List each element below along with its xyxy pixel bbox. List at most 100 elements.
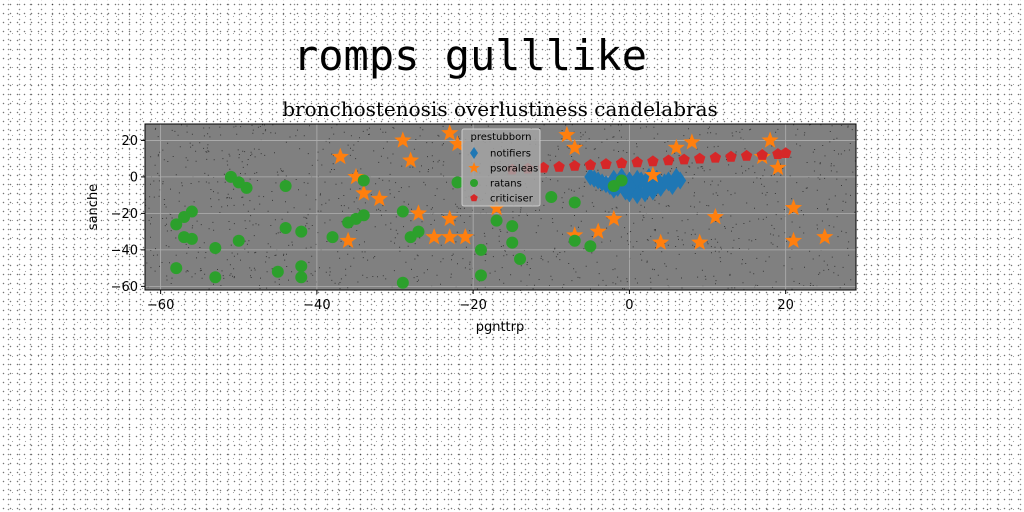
psoraleas-point	[784, 198, 803, 216]
ratans-point	[474, 243, 487, 256]
psoraleas-point	[370, 189, 388, 207]
series-psoraleas	[331, 124, 834, 250]
x-tick-label: 0	[625, 298, 633, 313]
x-axis-label: pgnttrp	[476, 320, 525, 335]
axis-ticks: −60 −40 −20 0 20 −60 −40 −20 0 20	[111, 134, 794, 313]
ratans-point	[279, 180, 292, 193]
plot-frame	[144, 123, 857, 291]
criticiser-point	[631, 156, 643, 168]
ratans-point	[209, 271, 222, 284]
criticiser-point	[709, 151, 722, 163]
criticiser-point	[584, 159, 597, 170]
criticiser-point	[662, 154, 675, 166]
ratans-point	[295, 260, 308, 273]
y-tick-label: −60	[111, 280, 138, 295]
psoraleas-point	[331, 147, 349, 165]
y-tick-label: 20	[121, 134, 138, 149]
psoraleas-point	[816, 228, 834, 245]
x-tick-label: −60	[147, 298, 174, 313]
ratans-point	[615, 174, 628, 187]
axes-title: bronchostenosis overlustiness candelabra…	[282, 97, 718, 121]
criticiser-point	[780, 147, 792, 158]
psoraleas-point	[441, 124, 459, 141]
ratans-point	[357, 174, 370, 187]
ratans-point	[279, 221, 292, 234]
notifiers-point	[623, 184, 636, 203]
series-criticiser	[506, 147, 792, 175]
x-tick-label: 20	[777, 298, 794, 313]
criticiser-point	[647, 155, 659, 167]
ratans-point	[240, 181, 253, 194]
notifiers-point	[646, 182, 659, 201]
criticiser-point	[537, 161, 550, 173]
ratans-point	[170, 262, 183, 275]
y-axis-label: sanche	[86, 184, 101, 230]
legend-label-psoraleas: psoraleas	[490, 164, 538, 175]
ratans-point	[506, 236, 519, 249]
notifiers-point	[631, 186, 644, 205]
psoraleas-point	[761, 131, 779, 148]
ratans-point	[396, 276, 409, 289]
ratans-point	[232, 234, 245, 247]
criticiser-point	[740, 149, 753, 161]
legend-label-criticiser: criticiser	[490, 194, 534, 205]
psoraleas-point	[347, 167, 365, 185]
psoraleas-point	[566, 226, 584, 243]
psoraleas-point	[441, 209, 459, 227]
criticiser-point	[615, 157, 628, 169]
psoraleas-point	[589, 222, 607, 239]
legend: prestubborn notifiers psoraleas ratans crit…	[461, 128, 541, 207]
psoraleas-point	[355, 184, 373, 201]
criticiser-point	[756, 149, 768, 160]
legend-label-notifiers: notifiers	[490, 149, 531, 160]
psoraleas-point	[339, 231, 357, 248]
ratans-point	[568, 234, 581, 247]
notifiers-point	[674, 171, 687, 190]
x-tick-label: −40	[303, 298, 330, 313]
ratans-point	[271, 265, 284, 278]
ratans-point	[506, 220, 519, 233]
psoraleas-point	[706, 208, 724, 225]
ratans-point	[357, 209, 370, 222]
psoraleas-point	[449, 135, 467, 152]
legend-title: prestubborn	[471, 132, 532, 143]
ratans-point	[545, 190, 558, 203]
legend-marker-ratans	[470, 179, 478, 187]
criticiser-point	[694, 152, 706, 164]
psoraleas-point	[691, 233, 709, 250]
psoraleas-point	[394, 131, 412, 148]
notifiers-point	[639, 173, 652, 192]
criticiser-point	[725, 150, 737, 162]
ratans-point	[451, 176, 464, 189]
y-tick-label: −40	[111, 243, 138, 258]
ratans-point	[568, 196, 581, 209]
ratans-point	[209, 242, 222, 255]
psoraleas-point	[488, 198, 506, 216]
x-tick-label: −20	[459, 298, 486, 313]
psoraleas-point	[409, 204, 427, 221]
y-tick-label: −20	[111, 207, 138, 222]
figure-suptitle: romps gulllike	[293, 31, 647, 80]
psoraleas-point	[605, 209, 623, 227]
legend-box	[461, 128, 541, 207]
psoraleas-point	[683, 133, 701, 150]
psoraleas-point	[402, 151, 420, 168]
legend-marker-psoraleas	[468, 162, 480, 173]
ratans-point	[185, 232, 198, 245]
psoraleas-point	[644, 166, 662, 183]
ratans-point	[412, 225, 425, 238]
y-tick-label: 0	[130, 170, 138, 185]
psoraleas-point	[425, 228, 443, 245]
ratans-point	[514, 252, 527, 265]
ratans-point	[295, 225, 308, 238]
legend-label-ratans: ratans	[490, 179, 522, 190]
ratans-point	[584, 240, 597, 253]
ratans-point	[474, 269, 487, 282]
psoraleas-point	[769, 158, 787, 176]
ratans-point	[185, 205, 198, 218]
criticiser-point	[553, 160, 565, 172]
psoraleas-point	[667, 138, 685, 155]
series-ratans	[170, 170, 628, 289]
psoraleas-point	[566, 138, 584, 155]
